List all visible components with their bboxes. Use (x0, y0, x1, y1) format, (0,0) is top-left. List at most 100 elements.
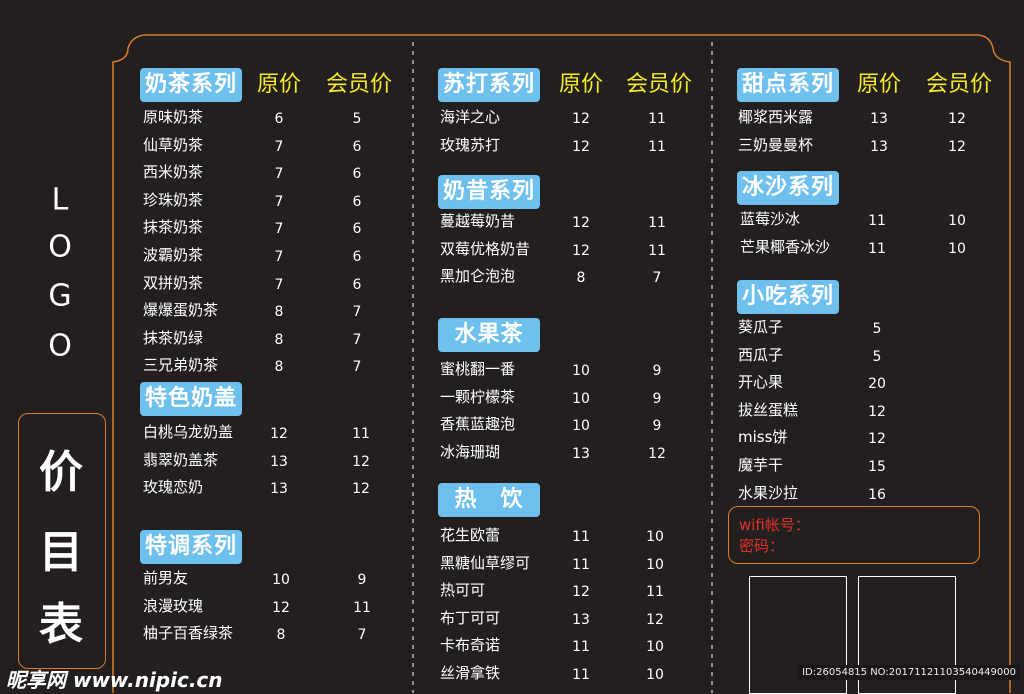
item-price: 16 (868, 486, 886, 503)
item-name: 拔丝蛋糕 (738, 400, 799, 419)
member-price-header: 会员价 (325, 72, 393, 97)
logo-letter: O (48, 328, 72, 364)
item-name: 波霸奶茶 (143, 246, 204, 264)
item-name: miss饼 (738, 428, 788, 447)
item-price: 12 (868, 431, 886, 448)
item-price: 8 (274, 304, 284, 321)
item-name: 布丁可可 (440, 608, 501, 627)
item-member-price: 10 (646, 667, 664, 683)
item-name: 浪漫玫瑰 (143, 596, 204, 615)
item-member-price: 7 (357, 627, 367, 644)
item-name: 卡布奇诺 (440, 636, 501, 655)
logo-letter: L (51, 182, 69, 218)
item-name: 蜜桃翻一番 (440, 360, 516, 378)
item-name: 抹茶奶茶 (143, 218, 204, 237)
item-member-price: 6 (352, 276, 362, 293)
item-price: 12 (572, 584, 590, 601)
item-member-price: 12 (352, 481, 370, 498)
item-name: 黑糖仙草缪可 (440, 553, 531, 572)
item-name: 海洋之心 (440, 108, 501, 126)
item-price: 13 (270, 481, 288, 498)
item-name: 抹茶奶绿 (143, 328, 204, 347)
item-name: 白桃乌龙奶盖 (143, 423, 234, 441)
item-price: 8 (276, 627, 286, 644)
item-name: 原味奶茶 (143, 108, 204, 126)
item-price: 12 (572, 138, 590, 155)
item-price: 5 (872, 348, 882, 365)
item-name: 玫瑰恋奶 (143, 478, 204, 497)
item-price: 7 (274, 193, 284, 210)
title-box (18, 413, 106, 669)
item-member-price: 11 (648, 242, 666, 259)
category-label: 苏打系列 (438, 68, 540, 102)
item-name: 爆爆蛋奶茶 (143, 301, 219, 320)
wifi-account-label: wifi帐号： (739, 516, 810, 534)
item-member-price: 11 (352, 426, 370, 442)
item-price: 7 (274, 249, 284, 265)
item-member-price: 12 (352, 453, 370, 470)
item-name: 热可可 (440, 581, 486, 600)
item-name: 水果沙拉 (738, 483, 799, 502)
item-member-price: 7 (352, 359, 362, 376)
item-price: 20 (868, 376, 886, 393)
item-price: 7 (274, 276, 284, 293)
item-member-price: 5 (352, 111, 362, 127)
item-member-price: 10 (646, 639, 664, 656)
member-price-header: 会员价 (625, 72, 693, 97)
category-label: 甜点系列 (737, 68, 839, 102)
item-name: 香蕉蓝趣泡 (440, 415, 516, 434)
item-member-price: 6 (352, 138, 362, 155)
item-name: 双莓优格奶昔 (440, 239, 531, 258)
item-price: 7 (274, 166, 284, 183)
item-member-price: 11 (646, 584, 664, 601)
item-name: 前男友 (143, 569, 189, 587)
item-price: 12 (572, 242, 590, 259)
wifi-box: wifi帐号： 密码： (728, 506, 980, 564)
item-name: 开心果 (738, 373, 784, 392)
item-price: 13 (572, 445, 590, 462)
item-price: 11 (572, 529, 590, 545)
item-price: 12 (572, 215, 590, 231)
item-price: 8 (274, 331, 284, 348)
item-member-price: 10 (948, 240, 966, 257)
item-name: 葵瓜子 (738, 318, 784, 336)
wifi-password-label: 密码： (739, 537, 785, 555)
item-price: 5 (872, 321, 882, 337)
item-price: 12 (868, 403, 886, 420)
item-name: 翡翠奶盖茶 (143, 450, 219, 469)
item-name: 仙草奶茶 (143, 135, 204, 154)
item-member-price: 9 (652, 418, 662, 435)
logo-letter: O (48, 229, 72, 265)
item-name: 珍珠奶茶 (143, 190, 204, 209)
category-label: 冰沙系列 (737, 171, 839, 205)
item-name: 西米奶茶 (143, 163, 204, 182)
item-price: 11 (868, 213, 886, 229)
item-member-price: 10 (948, 213, 966, 229)
item-price: 13 (270, 453, 288, 470)
item-member-price: 12 (646, 611, 664, 628)
item-name: 黑加仑泡泡 (440, 267, 516, 286)
category-label: 特调系列 (140, 530, 242, 564)
item-price: 13 (870, 111, 888, 127)
item-name: 丝滑拿铁 (440, 664, 501, 682)
item-member-price: 9 (652, 363, 662, 379)
price-header: 原价 (256, 72, 302, 97)
item-name: 蓝莓沙冰 (740, 210, 801, 228)
item-price: 11 (868, 240, 886, 257)
item-price: 12 (270, 426, 288, 442)
item-member-price: 6 (352, 166, 362, 183)
item-member-price: 11 (648, 111, 666, 127)
item-price: 10 (572, 418, 590, 435)
item-price: 8 (274, 359, 284, 376)
item-price: 10 (572, 363, 590, 379)
item-name: 花生欧蕾 (440, 526, 501, 544)
item-member-price: 6 (352, 249, 362, 265)
item-name: 椰浆西米露 (738, 108, 814, 126)
item-name: 蔓越莓奶昔 (440, 212, 516, 230)
item-name: 芒果椰香冰沙 (740, 237, 831, 256)
item-price: 12 (572, 111, 590, 127)
item-price: 11 (572, 639, 590, 656)
price-header: 原价 (856, 72, 902, 97)
item-member-price: 12 (948, 138, 966, 155)
